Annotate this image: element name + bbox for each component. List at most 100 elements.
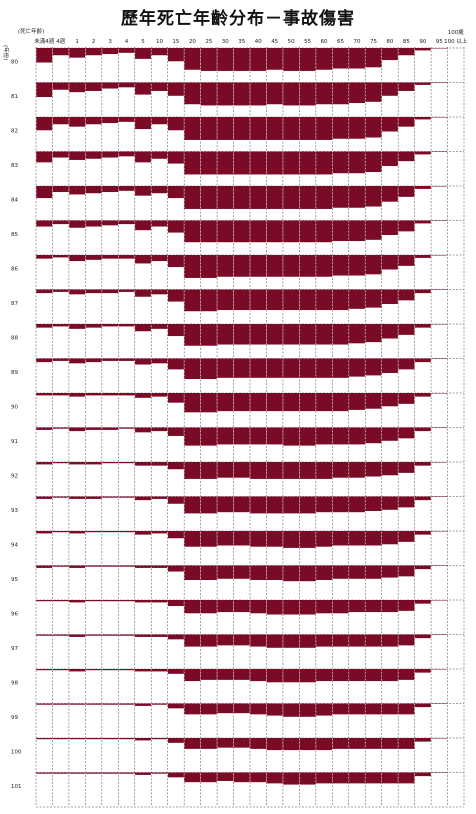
data-cell (118, 151, 135, 157)
data-cell (85, 669, 102, 671)
data-cell (233, 772, 250, 783)
data-cell (85, 600, 102, 602)
data-cell (316, 565, 333, 580)
data-cell (200, 324, 217, 346)
data-cell (217, 772, 234, 781)
data-cell (381, 151, 398, 166)
year-label: 97 (11, 646, 18, 652)
data-cell (167, 220, 184, 233)
data-bands (36, 48, 448, 785)
data-cell (200, 82, 217, 106)
data-cell (381, 669, 398, 682)
data-cell (398, 634, 415, 646)
data-cell (36, 151, 53, 163)
data-cell (365, 289, 382, 308)
data-cell (167, 151, 184, 164)
data-cell (135, 496, 151, 501)
data-cell (135, 358, 151, 365)
data-cell (69, 462, 86, 465)
data-cell (36, 289, 53, 294)
data-cell (266, 48, 283, 70)
data-cell (365, 462, 382, 477)
data-cell (167, 427, 184, 436)
data-cell (349, 186, 365, 208)
data-cell (381, 186, 398, 202)
data-cell (381, 738, 398, 749)
data-cell (52, 151, 69, 158)
data-cell (151, 462, 168, 466)
data-cell (414, 151, 431, 155)
data-cell (85, 358, 102, 363)
data-cell (167, 772, 184, 778)
data-cell (299, 324, 316, 345)
data-cell (349, 738, 365, 749)
data-cell (233, 565, 250, 579)
data-cell (36, 427, 53, 430)
year-label: 99 (11, 715, 18, 721)
x-tick-label: 70 (354, 39, 361, 45)
data-cell (233, 289, 250, 311)
data-cell (118, 669, 135, 671)
year-label: 86 (11, 267, 18, 273)
data-cell (398, 738, 415, 749)
data-cell (332, 117, 349, 139)
data-cell (233, 186, 250, 209)
data-cell (85, 186, 102, 194)
data-cell (85, 82, 102, 91)
data-cell (299, 600, 316, 615)
data-cell (102, 151, 119, 158)
data-cell (167, 462, 184, 470)
data-cell (52, 427, 69, 429)
data-cell (233, 531, 250, 546)
data-cell (365, 669, 382, 682)
data-cell (332, 358, 349, 378)
data-cell (349, 669, 365, 682)
data-cell (102, 220, 119, 226)
data-cell (233, 48, 250, 71)
data-cell (283, 82, 300, 106)
data-cell (102, 324, 119, 327)
data-cell (52, 393, 69, 396)
data-cell (167, 565, 184, 572)
data-cell (250, 427, 267, 445)
data-cell (316, 117, 333, 140)
data-cell (299, 289, 316, 311)
data-cell (283, 358, 300, 378)
data-cell (332, 496, 349, 513)
x-tick-label: 75 (370, 39, 377, 45)
data-cell (233, 220, 250, 243)
data-cell (69, 82, 86, 93)
data-cell (52, 600, 69, 602)
data-cell (102, 393, 119, 396)
data-cell (52, 772, 69, 774)
data-cell (102, 738, 119, 740)
year-label: 85 (11, 232, 18, 238)
data-cell (200, 427, 217, 446)
data-cell (233, 496, 250, 513)
data-cell (299, 117, 316, 140)
data-cell (233, 634, 250, 646)
data-cell (332, 186, 349, 208)
data-cell (332, 703, 349, 715)
data-cell (102, 462, 119, 464)
year-label: 83 (11, 163, 18, 169)
data-cell (381, 117, 398, 132)
data-cell (398, 117, 415, 127)
data-cell (398, 186, 415, 197)
data-cell (299, 669, 316, 683)
data-cell (316, 324, 333, 345)
data-cell (167, 255, 184, 268)
data-cell (414, 220, 431, 224)
data-cell (332, 48, 349, 69)
data-cell (316, 220, 333, 243)
data-cell (414, 531, 431, 535)
data-cell (381, 220, 398, 235)
x-axis-labels: 未滿4週 4週 1 2 3 4 5 10 15 20 25 30 35 40 45 50 55 60 65 70 75 8… (34, 28, 468, 45)
data-cell (349, 462, 365, 478)
data-cell (69, 358, 86, 364)
data-cell (52, 462, 69, 464)
data-cell (118, 220, 135, 225)
data-cell (184, 531, 201, 547)
data-cell (167, 117, 184, 131)
data-cell (69, 496, 86, 499)
